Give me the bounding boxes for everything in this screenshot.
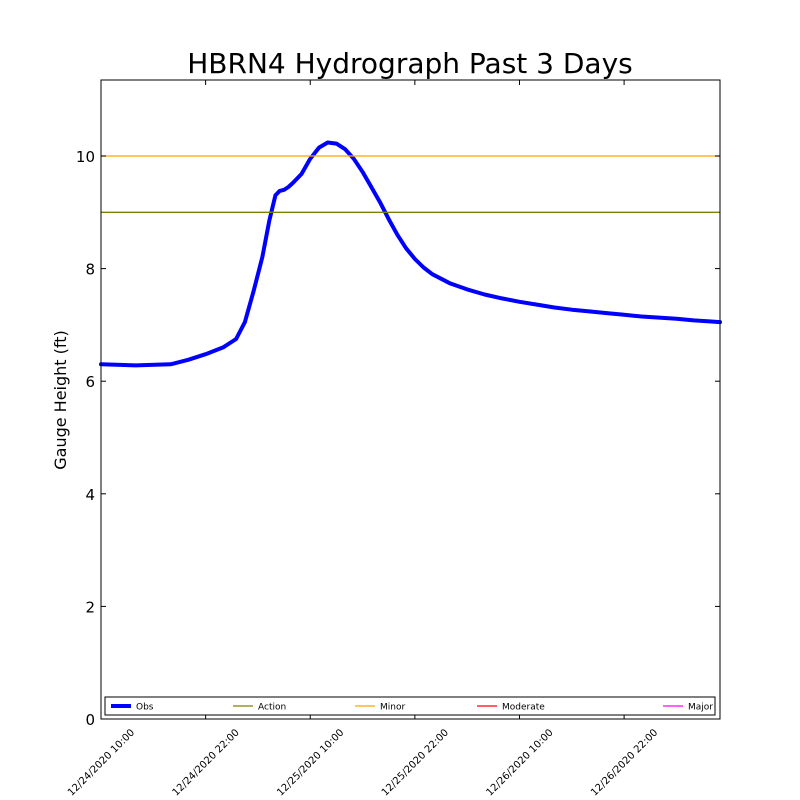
y-tick-label: 4 [85, 486, 95, 504]
plot-frame [100, 79, 721, 720]
x-tick-label: 12/26/2020 10:00 [484, 727, 555, 798]
legend-label-major: Major [688, 703, 713, 713]
axes: 0 2 4 6 8 10 12/24/2020 10:00 12/24/2020 22:00 1… [66, 79, 721, 799]
y-tick-label: 6 [85, 373, 95, 391]
legend-label-minor: Minor [380, 703, 405, 713]
y-tick-label: 0 [85, 711, 95, 729]
x-tick-label: 12/24/2020 22:00 [171, 727, 242, 798]
chart-title: HBRN4 Hydrograph Past 3 Days [187, 47, 633, 80]
x-tick-label: 12/25/2020 10:00 [275, 727, 346, 798]
x-tick-label: 12/24/2020 10:00 [66, 727, 137, 798]
y-tick-label: 8 [85, 261, 95, 279]
plot-area [99, 140, 722, 368]
x-tick-label: 12/26/2020 22:00 [589, 727, 660, 798]
y-axis-label: Gauge Height (ft) [51, 330, 70, 470]
legend-box [104, 696, 716, 716]
legend-label-obs: Obs [136, 703, 154, 713]
legend-label-action: Action [258, 703, 286, 713]
series-line-obs [99, 140, 722, 368]
y-tick-label: 10 [76, 148, 95, 166]
legend-label-moderate: Moderate [502, 703, 545, 713]
x-tick-label: 12/25/2020 22:00 [380, 727, 451, 798]
legend: Obs Action Minor Moderate Major [104, 696, 716, 716]
y-tick-label: 2 [85, 598, 95, 616]
